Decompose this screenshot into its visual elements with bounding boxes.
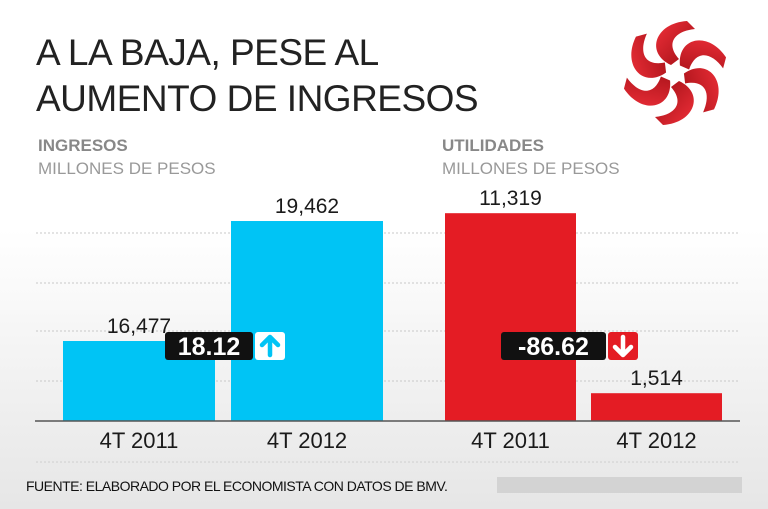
ingresos-header: INGRESOS MILLONES DE PESOS: [38, 136, 216, 179]
ingresos-subtitle: MILLONES DE PESOS: [38, 159, 216, 178]
utilidades-header: UTILIDADES MILLONES DE PESOS: [442, 136, 620, 179]
data-label: 19,462: [275, 195, 339, 218]
ingresos-title: INGRESOS: [38, 136, 128, 155]
arrow-up-path: [259, 334, 281, 358]
data-label: 16,477: [107, 315, 171, 338]
title-line-1: A LA BAJA, PESE AL: [36, 32, 379, 73]
page-title: A LA BAJA, PESE AL AUMENTO DE INGRESOS: [36, 30, 479, 122]
change-value: 18.12: [178, 333, 241, 361]
change-value: -86.62: [518, 333, 589, 361]
category-label: 4T 2011: [100, 428, 179, 453]
red-pinwheel-logo: [623, 21, 727, 125]
footer-redacted-bar: [497, 477, 742, 493]
change-badge: [501, 332, 606, 360]
change-badge: [165, 332, 253, 360]
bar-utilidades-1: [591, 393, 722, 421]
utilidades-title: UTILIDADES: [442, 136, 544, 155]
arrow-up-icon: [259, 334, 281, 358]
utilidades-subtitle: MILLONES DE PESOS: [442, 159, 620, 178]
data-label: 1,514: [630, 367, 683, 390]
arrow-down-icon: [612, 334, 634, 358]
category-label: 4T 2011: [471, 428, 550, 453]
title-line-2: AUMENTO DE INGRESOS: [36, 78, 479, 119]
category-label: 4T 2012: [616, 428, 696, 453]
category-label: 4T 2012: [267, 428, 347, 453]
data-label: 11,319: [479, 187, 542, 210]
arrow-down-path: [612, 334, 634, 358]
bar-ingresos-1: [231, 221, 383, 421]
source-footer: FUENTE: ELABORADO POR EL ECONOMISTA CON …: [26, 478, 448, 494]
bar-utilidades-0: [445, 213, 576, 421]
